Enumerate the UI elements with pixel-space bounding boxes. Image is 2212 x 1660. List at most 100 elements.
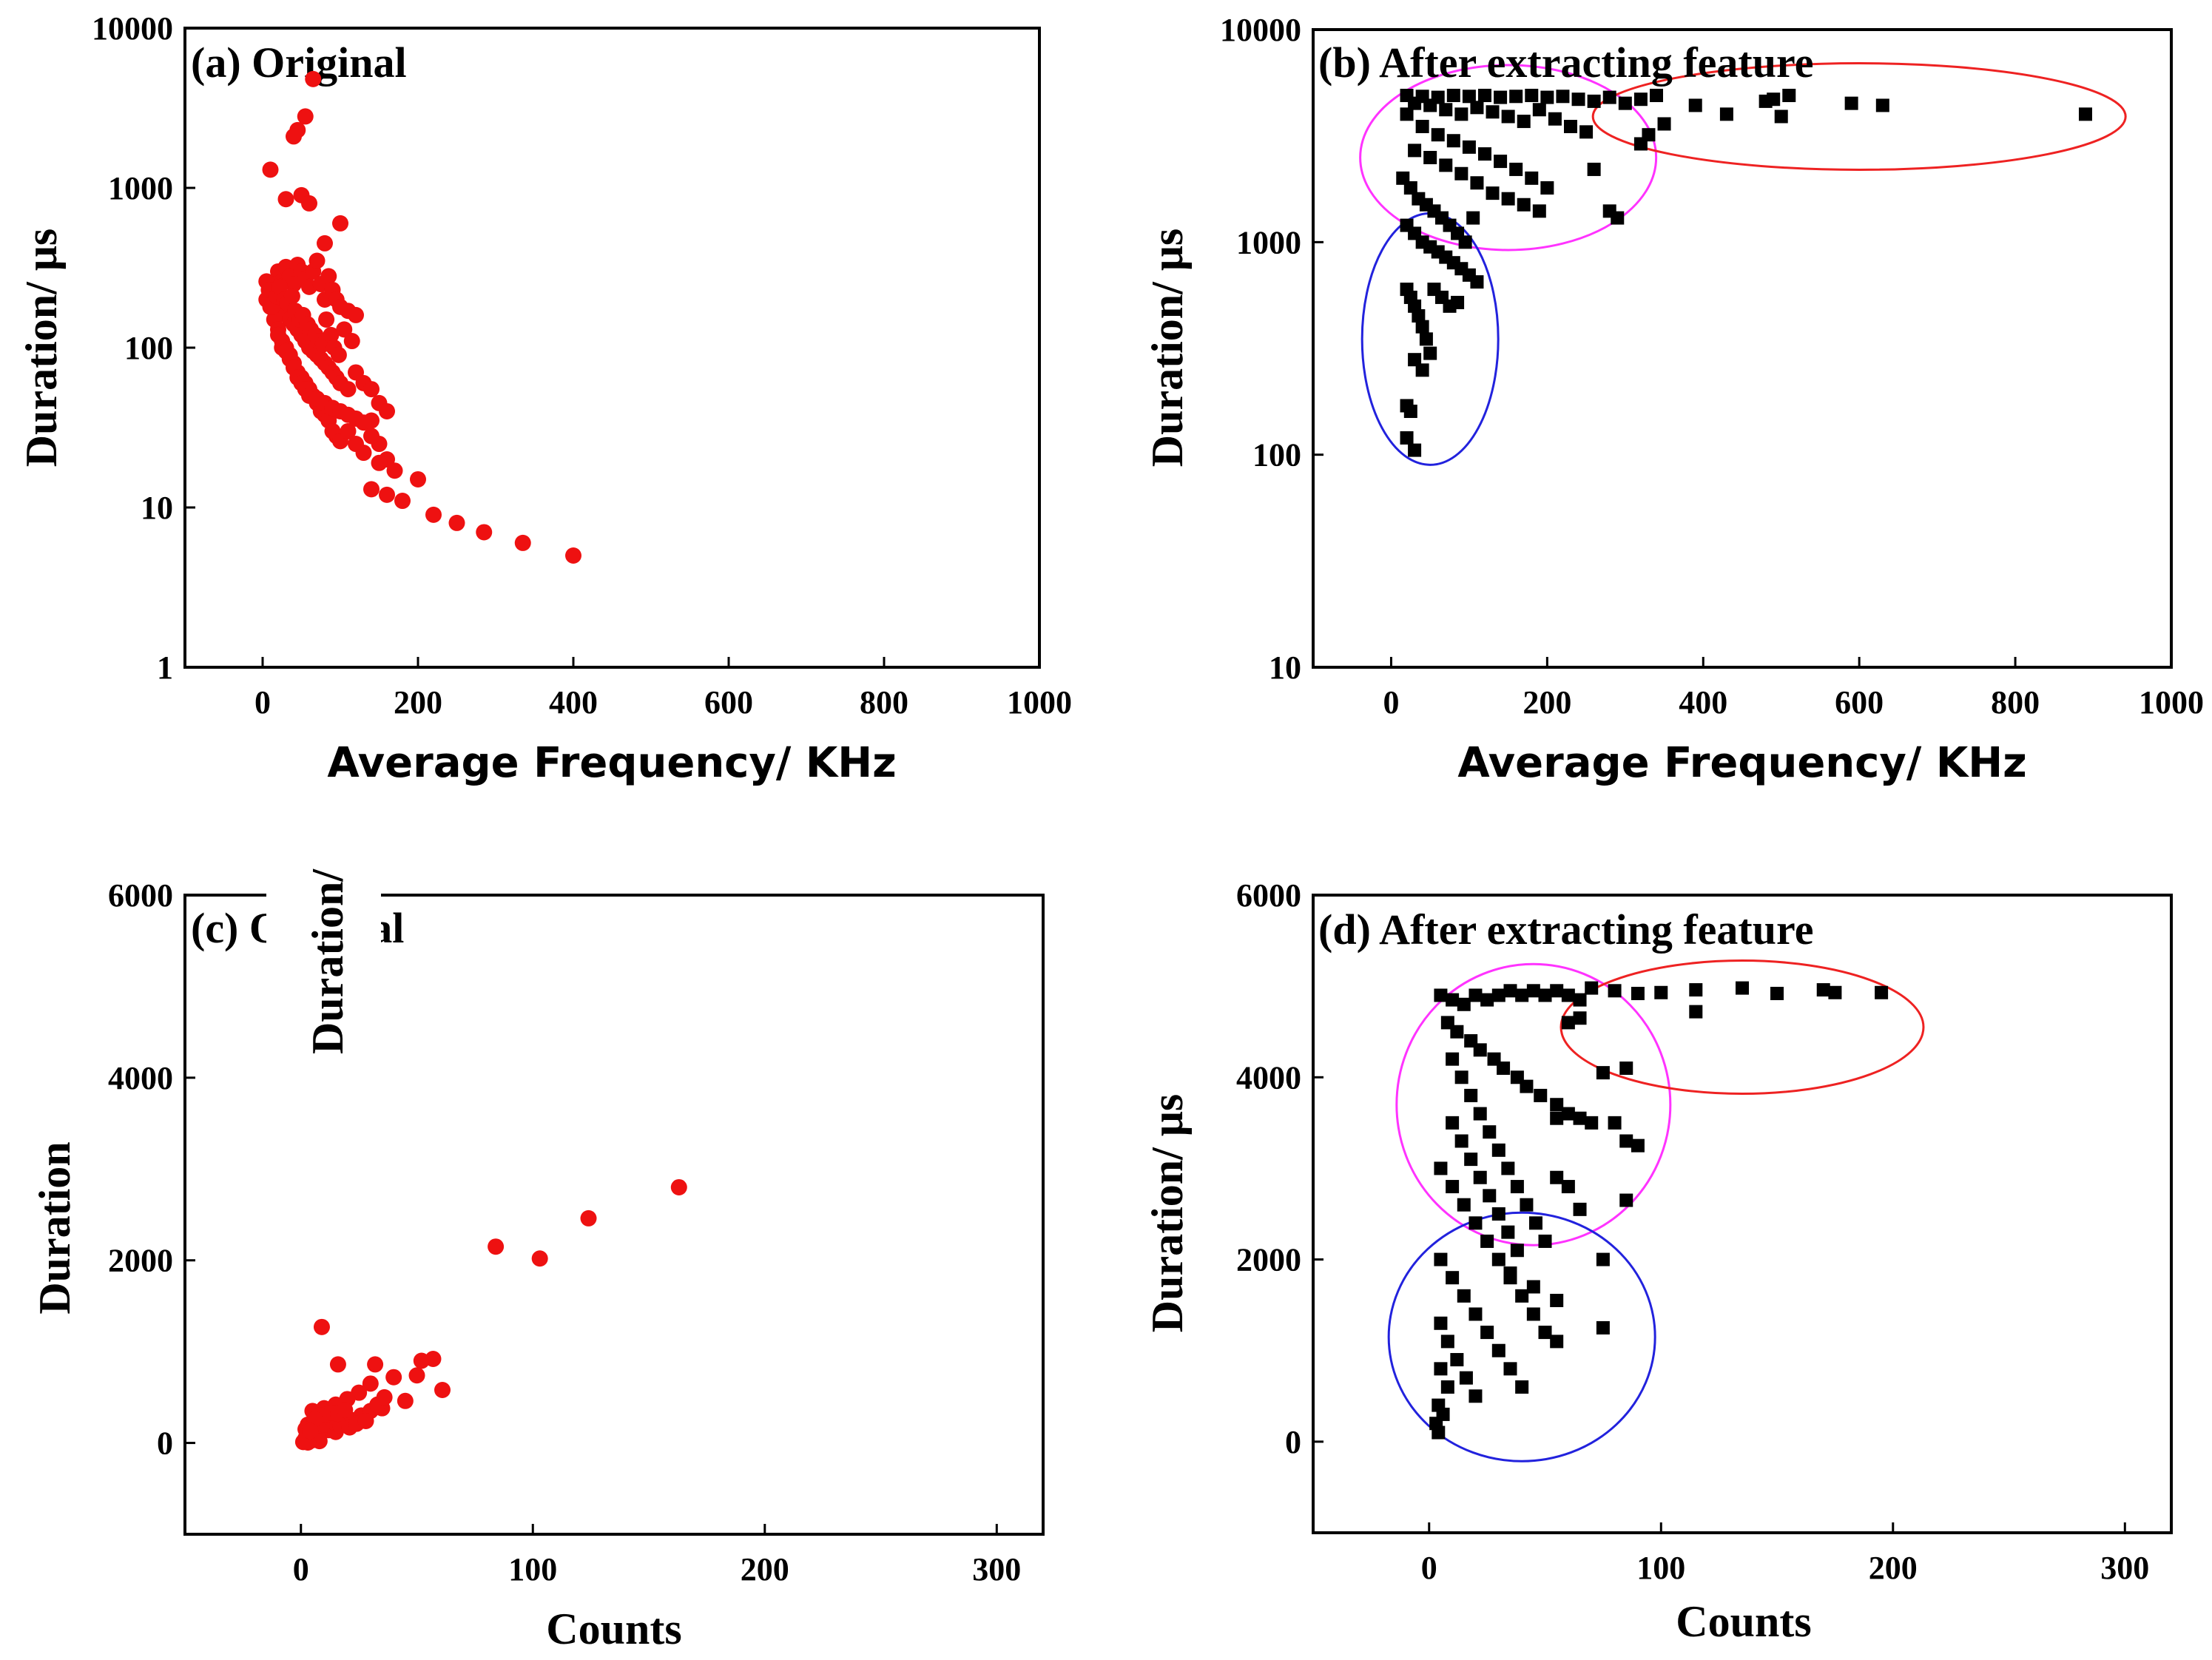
data-point <box>1596 1320 1610 1335</box>
x-axis-label-b: Average Frequency/ KHz <box>1457 739 2026 787</box>
data-point <box>1538 1234 1552 1248</box>
data-point <box>1534 1088 1548 1102</box>
data-point <box>355 414 372 431</box>
data-point <box>1631 986 1645 1000</box>
data-point <box>1548 112 1562 126</box>
data-point <box>1423 150 1437 164</box>
data-point <box>308 252 326 269</box>
x-tick-label: 200 <box>1869 1550 1918 1586</box>
data-point <box>1515 1289 1529 1303</box>
data-point <box>1469 1307 1483 1321</box>
data-point <box>580 1209 597 1227</box>
data-point <box>277 191 294 208</box>
data-point <box>1556 90 1570 104</box>
data-point <box>1585 1116 1599 1130</box>
y-tick-label: 10000 <box>92 10 173 47</box>
points-d <box>1429 981 1889 1440</box>
y-tick-label: 1 <box>157 650 173 686</box>
x-tick-label: 0 <box>1383 684 1399 721</box>
x-tick-label: 800 <box>860 684 908 721</box>
y-ticks-b: 10 100 1000 10000 <box>1220 12 1324 686</box>
data-point <box>1532 103 1546 117</box>
panel-title-a: (a) Original <box>191 38 407 87</box>
data-point <box>1454 1134 1469 1148</box>
data-point <box>376 1389 393 1406</box>
y-tick-label: 0 <box>1285 1424 1301 1460</box>
x-tick-label: 0 <box>254 684 271 721</box>
data-point <box>531 1250 548 1267</box>
data-point <box>340 381 357 398</box>
y-tick-label: 4000 <box>108 1060 173 1096</box>
data-point <box>1611 211 1625 225</box>
data-point <box>1457 997 1471 1011</box>
data-point <box>1491 988 1505 1002</box>
data-point <box>1585 981 1599 995</box>
data-point <box>1561 1016 1575 1030</box>
panel-title-d: (d) After extracting feature <box>1318 905 1813 954</box>
x-tick-label: 1000 <box>1007 684 1072 721</box>
data-point <box>565 547 581 564</box>
data-point <box>514 534 531 551</box>
data-point <box>1573 1111 1587 1125</box>
annotations-b <box>1359 62 2127 466</box>
data-point <box>1462 140 1476 154</box>
x-tick-label: 400 <box>549 684 598 721</box>
data-point <box>1478 147 1491 161</box>
data-point <box>1457 1198 1471 1212</box>
data-point <box>1412 308 1426 323</box>
plot-frame-c <box>183 894 1045 1536</box>
data-point <box>1450 1353 1464 1367</box>
data-point <box>1540 180 1554 195</box>
data-point <box>1491 1207 1505 1221</box>
data-point <box>1657 117 1671 131</box>
x-tick-label: 200 <box>741 1551 789 1588</box>
data-point <box>1491 1252 1505 1266</box>
data-point <box>286 128 302 145</box>
data-point <box>1457 1289 1471 1303</box>
data-point <box>1538 1326 1552 1340</box>
x-tick-label: 1000 <box>2139 684 2204 721</box>
data-point <box>363 481 380 498</box>
data-point <box>1573 1202 1587 1216</box>
data-point <box>357 1412 374 1429</box>
data-point <box>302 1423 319 1440</box>
data-point <box>1875 985 1889 999</box>
y-tick-label: 1000 <box>108 170 173 206</box>
data-point <box>1517 198 1531 212</box>
data-point <box>385 1369 402 1386</box>
data-point <box>1497 1061 1511 1075</box>
data-point <box>1483 1189 1497 1203</box>
y-tick-label: 2000 <box>1236 1242 1301 1278</box>
data-point <box>1446 89 1460 103</box>
y-tick-label: 10 <box>1269 650 1301 686</box>
data-point <box>348 306 364 323</box>
cluster-ellipse <box>1591 62 2127 172</box>
data-point <box>1619 1193 1633 1207</box>
x-tick-label: 100 <box>508 1551 557 1588</box>
data-point <box>1602 90 1616 104</box>
data-point <box>305 70 322 87</box>
data-point <box>1434 1316 1448 1330</box>
data-point <box>2079 107 2092 121</box>
data-point <box>1526 984 1540 998</box>
y-tick-label: 0 <box>157 1425 173 1462</box>
data-point <box>1415 320 1429 334</box>
data-point <box>301 195 317 212</box>
points-c <box>294 1178 687 1451</box>
panel-d: (d) After extracting feature Duration/ μ… <box>1143 877 2173 1646</box>
data-point <box>1650 89 1663 103</box>
data-point <box>1587 94 1601 108</box>
data-point <box>1419 332 1433 346</box>
data-point <box>1550 1293 1564 1307</box>
data-point <box>1501 1225 1515 1239</box>
x-tick-label: 300 <box>2100 1550 2149 1586</box>
data-point <box>340 422 357 439</box>
data-point <box>1501 109 1515 124</box>
panel-b: (b) After extracting feature Duration/ μ… <box>1143 12 2204 787</box>
data-point <box>1767 92 1781 107</box>
cluster-ellipse <box>1395 962 1672 1246</box>
data-point <box>1654 985 1668 999</box>
data-point <box>283 288 300 305</box>
data-point <box>1608 984 1622 998</box>
